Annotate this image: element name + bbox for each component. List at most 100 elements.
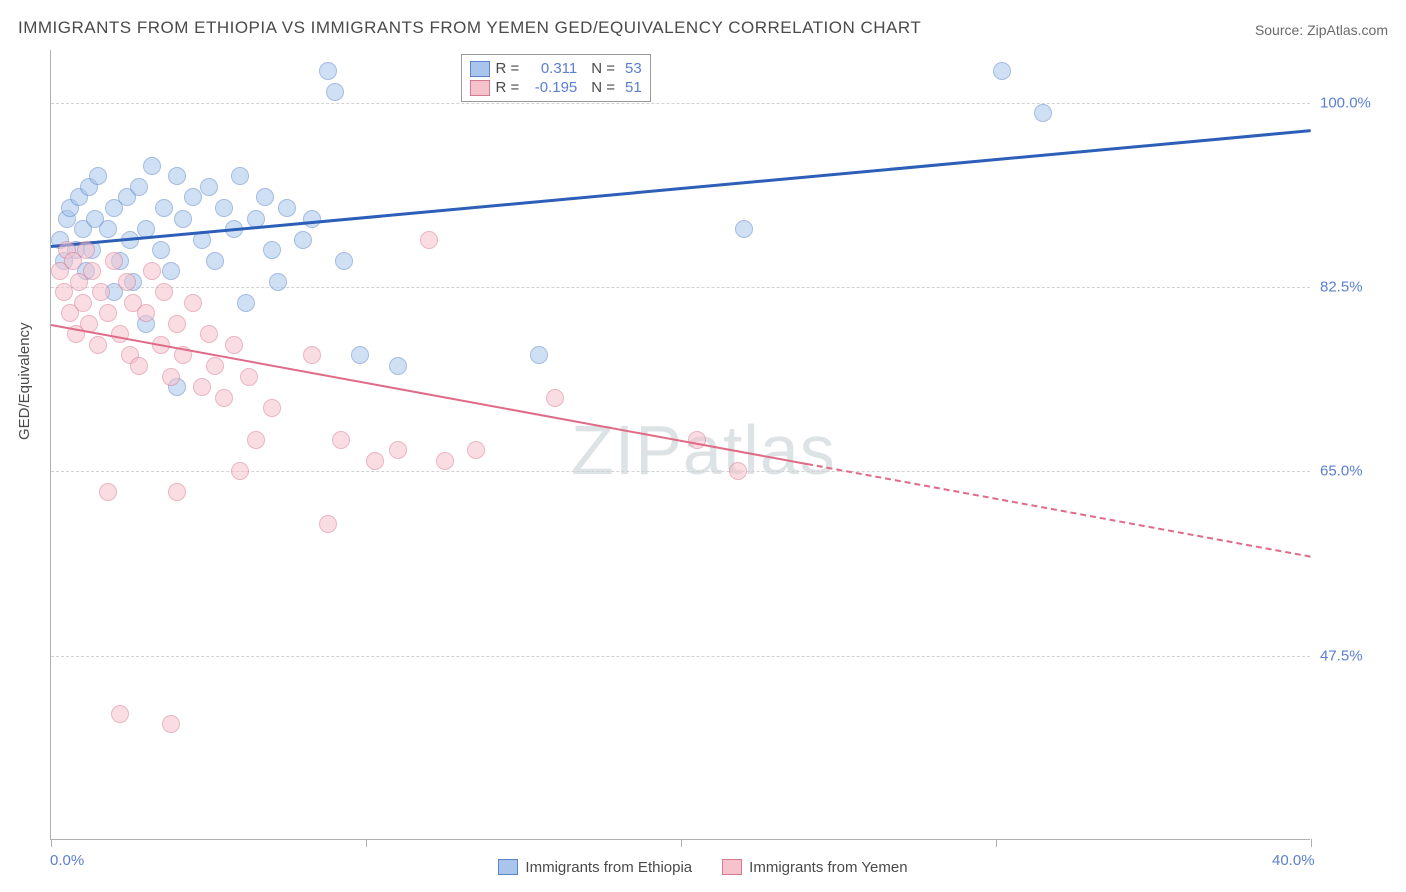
scatter-point xyxy=(92,283,110,301)
scatter-point xyxy=(143,262,161,280)
legend-r-label: R = xyxy=(496,79,520,96)
scatter-point xyxy=(366,452,384,470)
scatter-point xyxy=(99,483,117,501)
scatter-point xyxy=(184,294,202,312)
scatter-point xyxy=(269,273,287,291)
scatter-point xyxy=(105,252,123,270)
scatter-point xyxy=(152,241,170,259)
scatter-point xyxy=(162,262,180,280)
legend-swatch-icon xyxy=(470,61,490,77)
legend-n-label: N = xyxy=(591,79,615,96)
scatter-point xyxy=(168,167,186,185)
trend-line xyxy=(51,129,1311,248)
scatter-point xyxy=(389,357,407,375)
scatter-point xyxy=(168,483,186,501)
legend-n-value: 51 xyxy=(625,79,642,96)
scatter-point xyxy=(130,178,148,196)
scatter-point xyxy=(263,399,281,417)
scatter-point xyxy=(89,336,107,354)
scatter-point xyxy=(993,62,1011,80)
legend-swatch-icon xyxy=(498,859,518,875)
legend-r-label: R = xyxy=(496,60,520,77)
y-tick-label: 100.0% xyxy=(1320,94,1390,111)
scatter-point xyxy=(168,315,186,333)
scatter-point xyxy=(351,346,369,364)
scatter-point xyxy=(200,325,218,343)
scatter-point xyxy=(89,167,107,185)
scatter-point xyxy=(729,462,747,480)
legend-swatch-icon xyxy=(470,80,490,96)
scatter-point xyxy=(174,210,192,228)
y-axis-label: GED/Equivalency xyxy=(16,322,33,440)
scatter-point xyxy=(530,346,548,364)
scatter-point xyxy=(389,441,407,459)
legend-n-value: 53 xyxy=(625,60,642,77)
scatter-point xyxy=(155,283,173,301)
scatter-point xyxy=(162,715,180,733)
gridline xyxy=(51,656,1310,657)
scatter-point xyxy=(99,304,117,322)
y-tick-label: 65.0% xyxy=(1320,463,1390,480)
y-tick-label: 47.5% xyxy=(1320,647,1390,664)
scatter-point xyxy=(200,178,218,196)
scatter-point xyxy=(420,231,438,249)
scatter-point xyxy=(155,199,173,217)
scatter-point xyxy=(278,199,296,217)
watermark: ZIPatlas xyxy=(571,410,836,490)
scatter-point xyxy=(240,368,258,386)
scatter-point xyxy=(74,294,92,312)
scatter-point xyxy=(111,705,129,723)
scatter-point xyxy=(215,199,233,217)
scatter-point xyxy=(332,431,350,449)
source-label: Source: ZipAtlas.com xyxy=(1255,22,1388,38)
legend-label: Immigrants from Ethiopia xyxy=(525,859,692,876)
scatter-point xyxy=(77,241,95,259)
legend-item-ethiopia: Immigrants from Ethiopia xyxy=(498,850,692,884)
scatter-point xyxy=(335,252,353,270)
scatter-point xyxy=(130,357,148,375)
scatter-point xyxy=(162,368,180,386)
correlation-legend: R = 0.311 N = 53 R = -0.195 N = 51 xyxy=(461,54,651,102)
legend-r-value: -0.195 xyxy=(525,79,577,96)
correlation-legend-row: R = 0.311 N = 53 xyxy=(470,59,642,78)
trend-line xyxy=(51,324,807,465)
legend-item-yemen: Immigrants from Yemen xyxy=(722,850,907,884)
scatter-point xyxy=(1034,104,1052,122)
gridline xyxy=(51,287,1310,288)
scatter-point xyxy=(237,294,255,312)
scatter-plot: ZIPatlas 47.5%65.0%82.5%100.0%R =0.311N … xyxy=(50,50,1310,840)
legend-n-label: N = xyxy=(591,60,615,77)
scatter-point xyxy=(735,220,753,238)
scatter-point xyxy=(137,304,155,322)
scatter-point xyxy=(303,210,321,228)
scatter-point xyxy=(256,188,274,206)
scatter-point xyxy=(143,157,161,175)
x-tick xyxy=(681,839,682,847)
legend-r-value: 0.311 xyxy=(525,60,577,77)
x-tick xyxy=(366,839,367,847)
scatter-point xyxy=(231,462,249,480)
scatter-point xyxy=(184,188,202,206)
scatter-point xyxy=(326,83,344,101)
scatter-point xyxy=(206,357,224,375)
x-tick xyxy=(1311,839,1312,847)
scatter-point xyxy=(436,452,454,470)
correlation-legend-row: R = -0.195 N = 51 xyxy=(470,78,642,97)
trend-line xyxy=(807,463,1311,558)
x-tick xyxy=(996,839,997,847)
scatter-point xyxy=(225,336,243,354)
legend-swatch-icon xyxy=(722,859,742,875)
x-tick xyxy=(51,839,52,847)
scatter-point xyxy=(247,431,265,449)
scatter-point xyxy=(263,241,281,259)
scatter-point xyxy=(294,231,312,249)
legend-label: Immigrants from Yemen xyxy=(749,859,907,876)
scatter-point xyxy=(467,441,485,459)
scatter-point xyxy=(319,62,337,80)
scatter-point xyxy=(319,515,337,533)
scatter-point xyxy=(231,167,249,185)
chart-title: IMMIGRANTS FROM ETHIOPIA VS IMMIGRANTS F… xyxy=(18,18,921,38)
scatter-point xyxy=(83,262,101,280)
gridline xyxy=(51,103,1310,104)
scatter-point xyxy=(99,220,117,238)
